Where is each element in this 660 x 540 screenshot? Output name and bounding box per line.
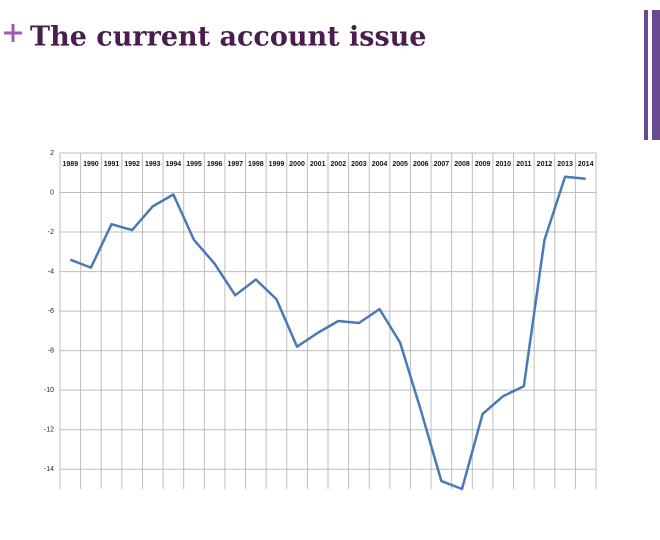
x-tick-label: 1994: [166, 161, 182, 168]
side-bar: [652, 10, 660, 140]
x-tick-label: 2003: [351, 161, 367, 168]
x-tick-label: 2012: [537, 161, 553, 168]
x-tick-label: 1998: [248, 161, 264, 168]
x-tick-label: 1990: [83, 161, 99, 168]
x-tick-label: 2007: [434, 161, 450, 168]
x-tick-label: 2004: [372, 161, 388, 168]
y-tick-label: -10: [44, 387, 54, 394]
x-tick-label: 1993: [145, 161, 161, 168]
y-tick-label: -4: [48, 268, 54, 275]
x-tick-label: 1997: [227, 161, 243, 168]
x-tick-label: 2002: [331, 161, 347, 168]
y-tick-label: -6: [48, 308, 54, 315]
x-tick-label: 1991: [104, 161, 120, 168]
x-tick-label: 1999: [269, 161, 285, 168]
slide-title: The current account issue: [30, 22, 426, 53]
data-line: [69, 175, 586, 491]
y-tick-label: -14: [44, 466, 54, 473]
x-tick-label: 2010: [495, 161, 511, 168]
x-tick-label: 2001: [310, 161, 326, 168]
x-tick-label: 1992: [124, 161, 140, 168]
y-tick-label: 0: [50, 189, 54, 196]
y-tick-label: -2: [48, 229, 54, 236]
side-bar: [644, 10, 648, 140]
x-tick-label: 2013: [557, 161, 573, 168]
x-tick-label: 1995: [186, 161, 202, 168]
x-tick-label: 1989: [63, 161, 79, 168]
x-tick-label: 2006: [413, 161, 429, 168]
y-tick-label: -12: [44, 427, 54, 434]
y-tick-label: -8: [48, 347, 54, 354]
x-tick-label: 2008: [454, 161, 470, 168]
y-tick-label: 2: [50, 150, 54, 157]
x-tick-label: 2014: [578, 161, 594, 168]
x-tick-label: 2005: [392, 161, 408, 168]
x-tick-label: 2009: [475, 161, 491, 168]
x-tick-label: 1996: [207, 161, 223, 168]
x-tick-label: 2011: [516, 161, 531, 168]
x-tick-label: 2000: [289, 161, 305, 168]
